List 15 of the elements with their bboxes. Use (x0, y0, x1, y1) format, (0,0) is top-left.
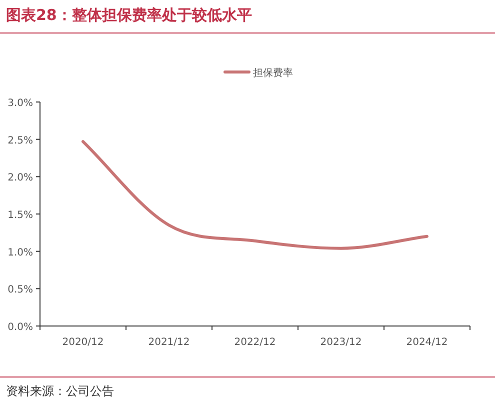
y-tick-label: 2.5% (8, 135, 33, 146)
x-tick-label: 2020/12 (62, 337, 104, 348)
y-tick-label: 0.5% (8, 284, 33, 296)
x-tick-label: 2023/12 (320, 337, 362, 348)
y-tick-label: 0.0% (8, 322, 33, 333)
title: 图表28：整体担保费率处于较低水平 (6, 6, 252, 24)
legend-label: 担保费率 (253, 67, 293, 79)
x-tick-label: 2022/12 (234, 337, 276, 348)
y-tick-label: 2.0% (8, 172, 33, 184)
x-tick-label: 2024/12 (406, 337, 448, 348)
text: 资料来源：公司公告 (6, 384, 114, 398)
x-tick-label: 2021/12 (148, 337, 190, 348)
y-tick-label: 3.0% (8, 98, 33, 109)
y-tick-label: 1.0% (8, 247, 33, 258)
y-tick-label: 1.5% (8, 210, 33, 221)
